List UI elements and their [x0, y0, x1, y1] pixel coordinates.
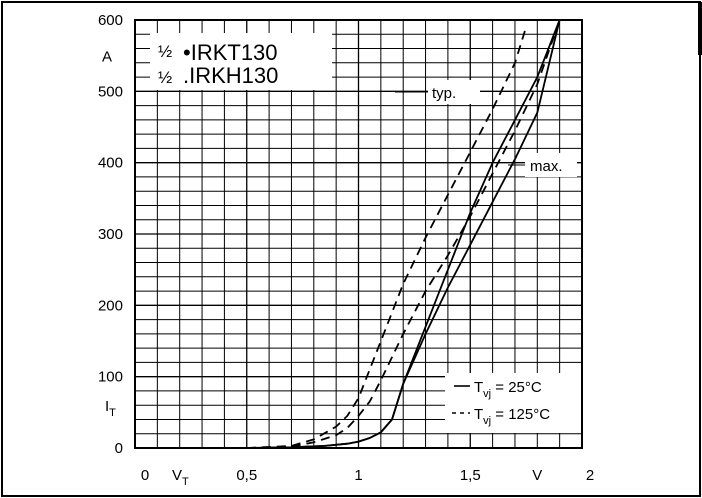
- y-tick-label: 300: [98, 226, 123, 243]
- axes: 0 100 200 300 400 500 600 A IT 0 0,5 1 1,5 2 VT V: [98, 12, 594, 488]
- series-line-3: [246, 26, 527, 449]
- y-tick-label: 0: [115, 440, 123, 457]
- x-tick-label: 1: [354, 467, 362, 484]
- x-tick-label: 0: [141, 467, 149, 484]
- typ-label-background: [428, 80, 480, 104]
- y-tick-label: 600: [98, 12, 123, 29]
- max-label: max.: [530, 158, 563, 175]
- y-tick-label: 400: [98, 155, 123, 172]
- y-tick-label: 500: [98, 83, 123, 100]
- title-line-2: .IRKH130: [183, 63, 278, 88]
- title-fraction: ½: [158, 68, 172, 87]
- x-tick-label: 0,5: [236, 467, 257, 484]
- title-background: [150, 33, 332, 90]
- y-axis-symbol: IT: [105, 398, 116, 419]
- x-tick-label: 2: [586, 467, 594, 484]
- series-layer: [246, 19, 561, 449]
- legend-background: [445, 373, 581, 433]
- x-unit-label: V: [532, 467, 542, 484]
- typ-label: typ.: [432, 85, 456, 102]
- x-tick-label: 1,5: [460, 467, 481, 484]
- y-unit-label: A: [102, 49, 112, 66]
- series-line-2: [246, 19, 561, 449]
- y-tick-label: 100: [98, 369, 123, 386]
- legend-entry-1: Tvj = 25°C: [474, 379, 542, 400]
- plot-border: [134, 19, 583, 449]
- max-label-background: [525, 153, 577, 177]
- series-line-4: [246, 19, 561, 449]
- y-tick-label: 200: [98, 297, 123, 314]
- title-line-1: •IRKT130: [183, 40, 278, 65]
- x-axis-symbol: VT: [172, 467, 189, 488]
- annotations: ½ •IRKT130 ½ .IRKH130 typ. max. Tvj = 25°C Tvj …: [150, 33, 581, 433]
- title-fraction: ½: [158, 42, 172, 61]
- legend-entry-2: Tvj = 125°C: [474, 406, 550, 427]
